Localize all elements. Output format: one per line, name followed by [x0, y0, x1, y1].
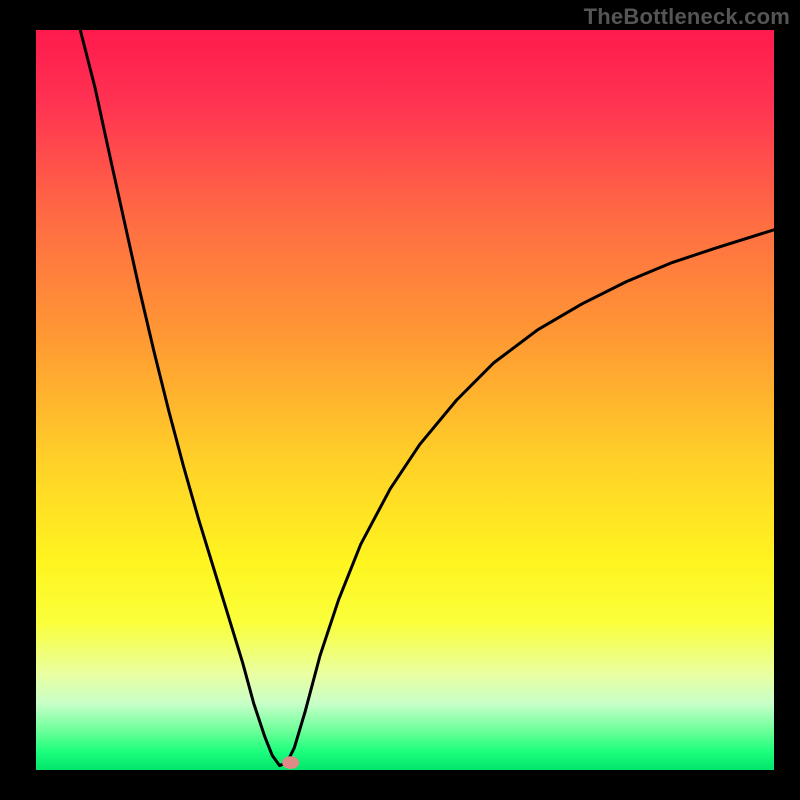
- minimum-marker: [282, 756, 299, 769]
- plot-gradient-background: [36, 30, 774, 770]
- watermark-text: TheBottleneck.com: [584, 4, 790, 30]
- chart-svg: [0, 0, 800, 800]
- chart-stage: TheBottleneck.com: [0, 0, 800, 800]
